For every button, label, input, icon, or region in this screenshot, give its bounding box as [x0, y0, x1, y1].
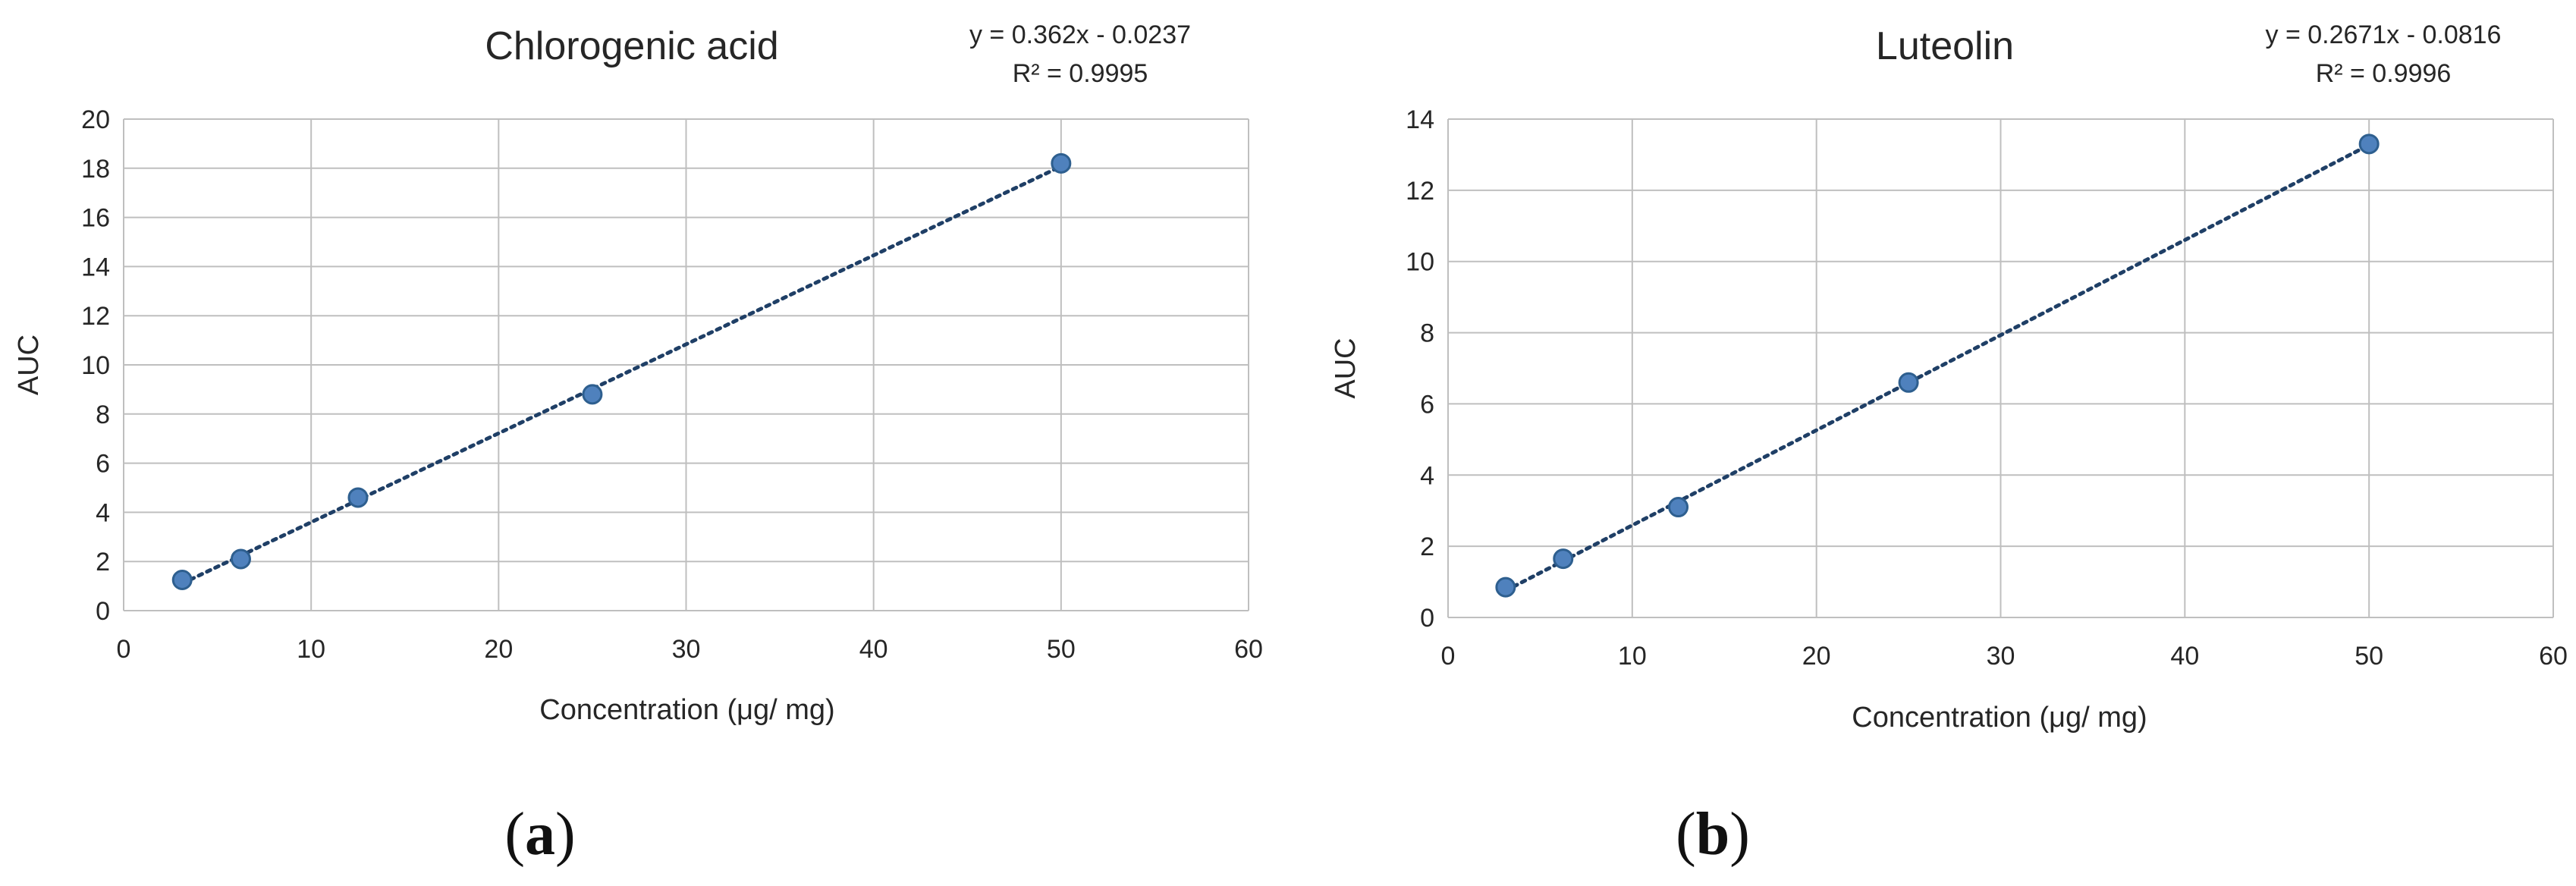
panel-label-b-letter: b — [1695, 801, 1730, 868]
chart-b-y-tick-label: 2 — [1420, 533, 1434, 561]
chart-b-trendline — [1503, 143, 2371, 593]
panel-label-b-close: ) — [1729, 801, 1750, 868]
chart-a-r-squared: R² = 0.9995 — [1013, 59, 1148, 88]
panel-label-a-open: ( — [504, 801, 525, 868]
chart-b-y-tick-label: 0 — [1420, 604, 1434, 633]
chart-b-y-tick-label: 10 — [1406, 248, 1434, 277]
chart-a-trendline-equation: y = 0.362x - 0.0237 — [969, 20, 1191, 49]
chart-a-y-tick-label: 14 — [81, 253, 110, 281]
chart-a-y-tick-label: 18 — [81, 155, 110, 184]
chart-a-x-tick-label: 0 — [117, 635, 131, 664]
panel-label-a-close: ) — [555, 801, 576, 868]
chart-a-trendline — [180, 164, 1063, 586]
chart-b-y-axis-label: AUC — [1330, 338, 1362, 398]
chart-panel-a: 0 2 4 6 8 10 12 14 16 18 20 0 10 20 30 40 50 60 AUC Concent… — [13, 20, 1263, 869]
chart-a-x-tick-label: 40 — [859, 635, 888, 664]
chart-b-data-point — [1553, 548, 1574, 570]
chart-a-data-point — [171, 570, 193, 590]
chart-a-y-tick-label: 2 — [96, 548, 110, 577]
chart-b-y-tick-label: 4 — [1420, 461, 1434, 490]
chart-a-y-tick-label: 4 — [96, 498, 110, 527]
chart-b-x-axis-label: Concentration (μg/ mg) — [1852, 702, 2147, 734]
chart-b-y-tick-label: 14 — [1406, 105, 1434, 134]
panel-label-a-letter: a — [525, 801, 555, 868]
panel-label-b-open: ( — [1676, 801, 1696, 868]
chart-b-r-squared: R² = 0.9996 — [2316, 59, 2452, 88]
chart-a-y-tick-label: 10 — [81, 351, 110, 380]
chart-b-y-tick-label: 6 — [1420, 390, 1434, 419]
chart-b-x-tick-label: 40 — [2170, 642, 2199, 671]
chart-b-title: Luteolin — [1876, 24, 2014, 68]
chart-b-svg: 0 2 4 6 8 10 12 14 0 10 20 30 40 50 60 AUC Concentration… — [1330, 20, 2568, 734]
chart-a-x-tick-label: 20 — [484, 635, 513, 664]
chart-b-x-tick-label: 0 — [1441, 642, 1456, 671]
panel-label-a: (a) — [464, 800, 616, 869]
chart-a-title: Chlorogenic acid — [485, 24, 778, 68]
chart-a-svg: 0 2 4 6 8 10 12 14 16 18 20 0 10 20 30 40 50 60 AUC Concent… — [13, 20, 1263, 726]
chart-b-data-point — [1495, 577, 1516, 598]
chart-a-data-point — [582, 384, 603, 405]
chart-a-x-tick-label: 60 — [1234, 635, 1263, 664]
chart-panel-b: 0 2 4 6 8 10 12 14 0 10 20 30 40 50 60 AUC Concentration… — [1288, 0, 2576, 886]
chart-b-data-point — [1898, 372, 1919, 393]
chart-a-data-point — [1051, 152, 1072, 174]
chart-b-trendline-equation: y = 0.2671x - 0.0816 — [2266, 20, 2502, 49]
chart-b-y-tick-label: 12 — [1406, 177, 1434, 206]
chart-a-x-tick-label: 10 — [297, 635, 325, 664]
chart-b-data-point — [2358, 134, 2380, 155]
chart-b-x-tick-label: 60 — [2539, 642, 2568, 671]
chart-a-y-axis-label: AUC — [13, 335, 45, 395]
chart-a-y-tick-label: 20 — [81, 105, 110, 134]
chart-a-y-tick-label: 6 — [96, 450, 110, 479]
chart-a-y-tick-label: 0 — [96, 597, 110, 626]
chart-a-x-tick-label: 50 — [1047, 635, 1076, 664]
chart-b-x-tick-label: 50 — [2355, 642, 2383, 671]
chart-b-y-tick-label: 8 — [1420, 319, 1434, 348]
chart-b-data-point — [1668, 497, 1689, 518]
chart-b-x-tick-label: 20 — [1802, 642, 1831, 671]
chart-a-data-point — [347, 487, 369, 508]
chart-b-x-tick-label: 30 — [1987, 642, 2015, 671]
chart-a-y-tick-label: 12 — [81, 302, 110, 331]
chart-a-y-tick-label: 16 — [81, 204, 110, 233]
chart-b-x-tick-label: 10 — [1618, 642, 1647, 671]
panel-label-b: (b) — [1637, 800, 1789, 869]
chart-a-data-point — [230, 548, 251, 570]
chart-a-y-tick-label: 8 — [96, 401, 110, 429]
chart-a-x-tick-label: 30 — [672, 635, 701, 664]
chart-a-x-axis-label: Concentration (μg/ mg) — [539, 694, 834, 726]
